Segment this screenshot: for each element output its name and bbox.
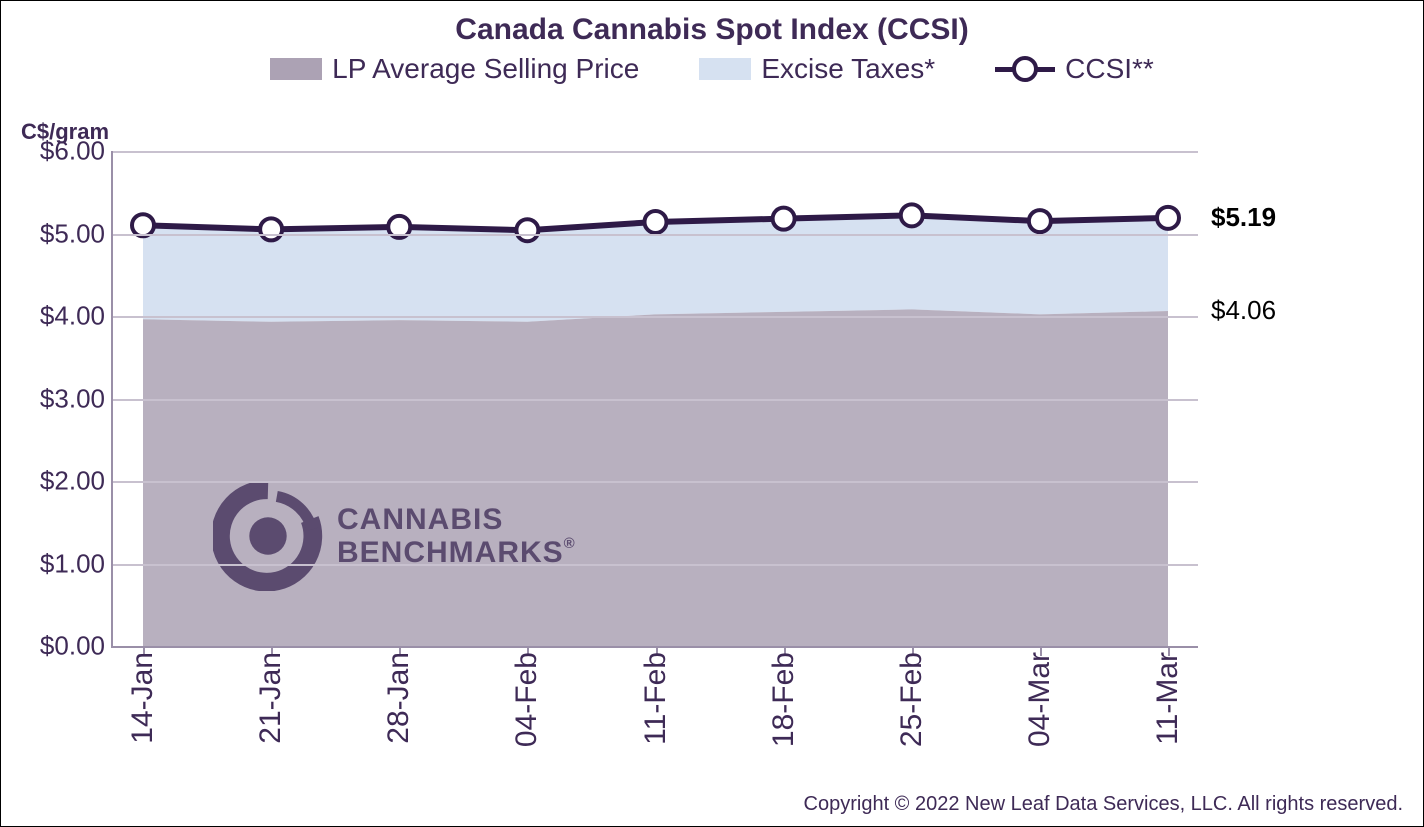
watermark-icon — [213, 481, 323, 591]
end-label-lp: $4.06 — [1211, 295, 1276, 326]
legend-swatch-excise — [699, 58, 751, 80]
marker-ccsi — [773, 208, 795, 230]
registered-icon: ® — [564, 535, 576, 552]
legend-item-lp: LP Average Selling Price — [270, 53, 639, 85]
watermark-logo: CANNABIS BENCHMARKS® — [213, 481, 576, 591]
legend-swatch-lp — [270, 58, 322, 80]
watermark-line1: CANNABIS — [337, 503, 503, 536]
legend-marker-ccsi — [995, 57, 1055, 81]
y-tick-label: $4.00 — [40, 301, 105, 332]
y-tick-label: $0.00 — [40, 631, 105, 662]
y-tick-label: $3.00 — [40, 383, 105, 414]
legend-label-ccsi: CCSI** — [1065, 53, 1154, 85]
gridline — [113, 151, 1198, 153]
marker-ccsi — [1157, 207, 1179, 229]
x-tick-label: 28-Jan — [382, 652, 416, 744]
x-tick-label: 11-Mar — [1151, 652, 1185, 745]
x-tick-label: 18-Feb — [767, 652, 801, 747]
x-tick-label: 21-Jan — [254, 652, 288, 744]
x-tick-label: 11-Feb — [639, 652, 673, 745]
gridline — [113, 564, 1198, 566]
legend-label-lp: LP Average Selling Price — [332, 53, 639, 85]
plot-area: CANNABIS BENCHMARKS® $0.00$1.00$2.00$3.0… — [111, 151, 1198, 648]
chart-title: Canada Cannabis Spot Index (CCSI) — [1, 1, 1423, 47]
marker-ccsi — [516, 219, 538, 241]
legend-item-excise: Excise Taxes* — [699, 53, 935, 85]
legend-label-excise: Excise Taxes* — [761, 53, 935, 85]
area-lp — [143, 309, 1168, 646]
gridline — [113, 481, 1198, 483]
marker-ccsi — [901, 204, 923, 226]
x-tick-label: 25-Feb — [895, 652, 929, 747]
gridline — [113, 234, 1198, 236]
x-tick-label: 04-Mar — [1023, 652, 1057, 747]
y-tick-label: $6.00 — [40, 136, 105, 167]
copyright-text: Copyright © 2022 New Leaf Data Services,… — [804, 793, 1403, 816]
gridline — [113, 399, 1198, 401]
marker-ccsi — [645, 211, 667, 233]
marker-ccsi — [1029, 210, 1051, 232]
x-tick-label: 14-Jan — [126, 652, 160, 744]
x-tick-label: 04-Feb — [510, 652, 544, 747]
y-tick-label: $1.00 — [40, 548, 105, 579]
chart-legend: LP Average Selling Price Excise Taxes* C… — [1, 53, 1423, 85]
marker-ccsi — [260, 218, 282, 240]
ccsi-chart-container: Canada Cannabis Spot Index (CCSI) LP Ave… — [0, 0, 1424, 827]
end-label-ccsi: $5.19 — [1211, 202, 1276, 233]
legend-item-ccsi: CCSI** — [995, 53, 1154, 85]
y-tick-label: $2.00 — [40, 466, 105, 497]
gridline — [113, 316, 1198, 318]
y-tick-label: $5.00 — [40, 218, 105, 249]
watermark-text: CANNABIS BENCHMARKS® — [337, 503, 576, 569]
